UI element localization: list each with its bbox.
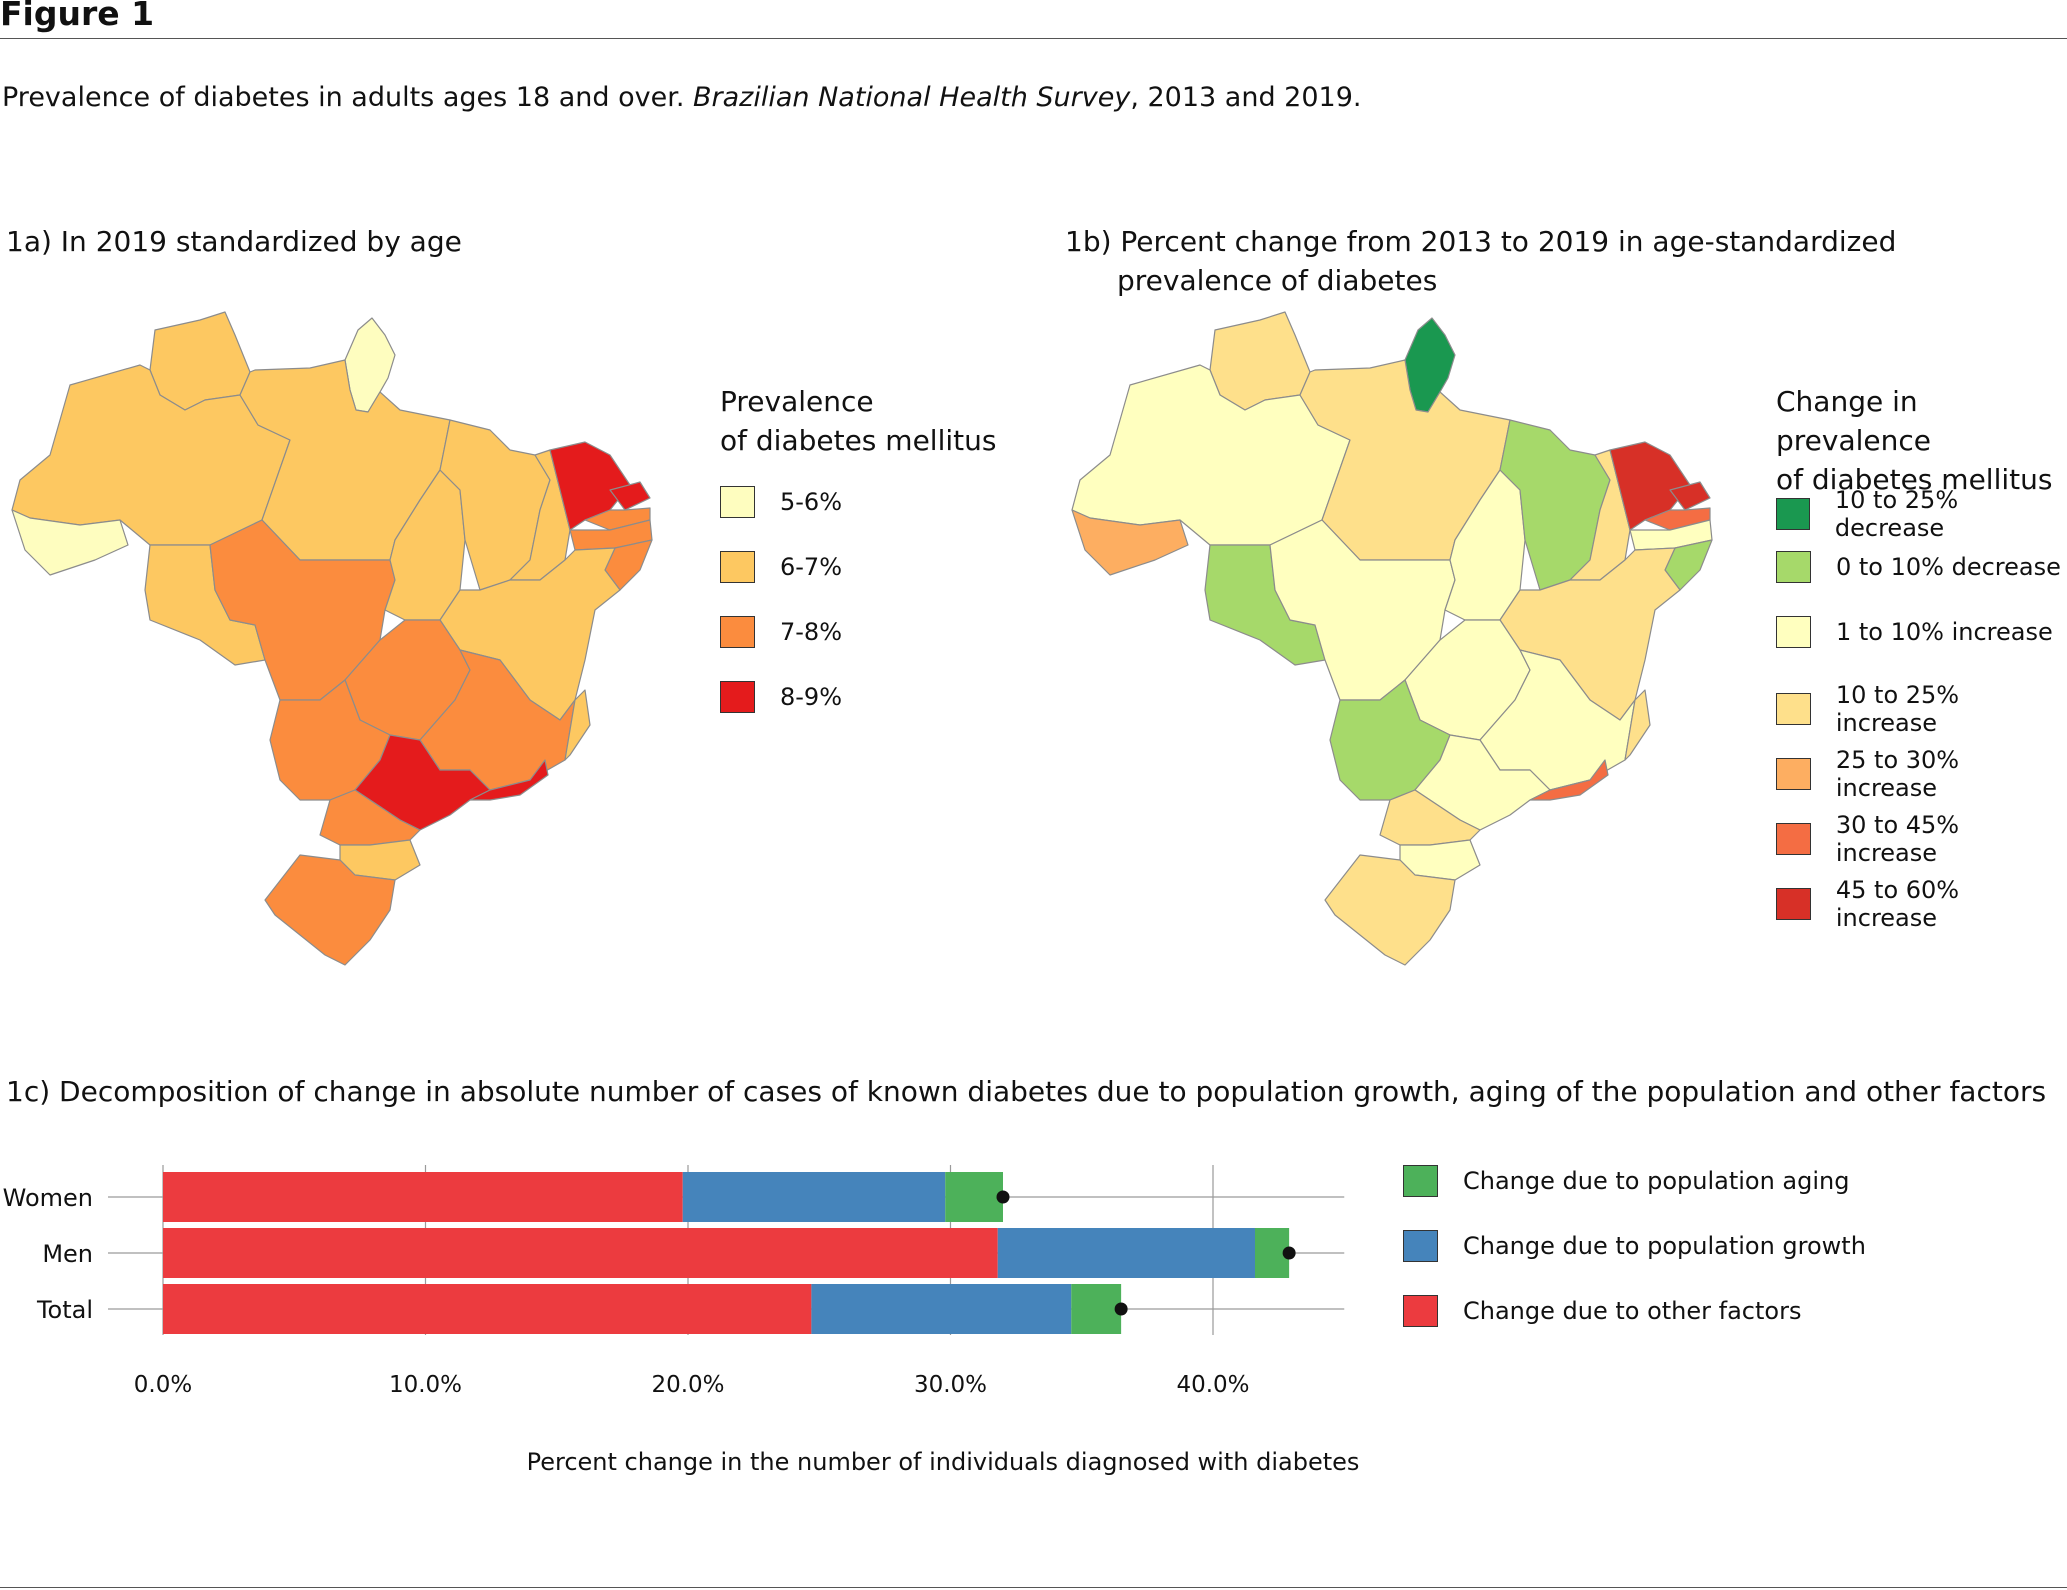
decomposition-bar-chart: Women Men Total 0.0% 10.0% 20.0% 30.0% 40.0% P… [3, 1165, 1360, 1476]
chart-x-tick-label: 20.0% [651, 1372, 724, 1398]
panel-a-title: 1a) In 2019 standardized by age [6, 225, 462, 258]
panel-a-legend-label: 8-9% [780, 683, 843, 711]
state-espirito-santo [564, 689, 591, 761]
state-rio-grande-do-norte [609, 481, 651, 511]
chart-x-tick-labels: 0.0% 10.0% 20.0% 30.0% 40.0% [134, 1372, 1250, 1398]
state-rio-de-janeiro [469, 759, 549, 801]
chart-total-marker [1114, 1302, 1128, 1316]
chart-bars [163, 1172, 1290, 1334]
state-espirito-santo [1624, 689, 1651, 761]
panel-b-legend-item: 30 to 45% increase [1776, 811, 2067, 867]
panel-b-legend-swatch [1776, 758, 1811, 790]
figure-caption: Prevalence of diabetes in adults ages 18… [2, 82, 1361, 113]
state-rio-de-janeiro [1529, 759, 1609, 801]
chart-total-markers [996, 1190, 1296, 1316]
chart-x-tick-label: 40.0% [1176, 1372, 1249, 1398]
panel-b-legend-label: 25 to 30% increase [1835, 746, 1960, 802]
panel-a-legend-item: 6-7% [720, 551, 842, 583]
panel-b-title: 1b) Percent change from 2013 to 2019 in … [1065, 222, 1896, 300]
map-2019-prevalence [11, 311, 653, 966]
state-rio-grande-do-sul [264, 854, 396, 966]
panel-b-legend-item: 10 to 25% decrease [1776, 486, 2067, 542]
chart-total-marker [1282, 1246, 1296, 1260]
chart-bar-segment [997, 1228, 1255, 1278]
panel-c-legend-item: Change due to population aging [1403, 1165, 1849, 1197]
panel-a-legend-title-line2: of diabetes mellitus [720, 424, 997, 457]
panel-c-legend-label: Change due to population growth [1463, 1232, 1866, 1260]
chart-bar-segment [682, 1172, 946, 1222]
chart-bar-segment [163, 1172, 683, 1222]
panel-b-legend-swatch [1776, 551, 1811, 583]
panel-b-legend-swatch [1776, 823, 1811, 855]
panel-b-legend-title: Change in prevalence of diabetes mellitu… [1776, 382, 2067, 499]
panel-c-legend-label: Change due to population aging [1463, 1167, 1850, 1195]
top-divider [0, 38, 2067, 39]
panel-b-title-line1: 1b) Percent change from 2013 to 2019 in … [1065, 225, 1897, 258]
chart-x-axis-label: Percent change in the number of individu… [527, 1448, 1360, 1476]
state-parana [1379, 789, 1481, 846]
caption-years: , 2013 and 2019. [1130, 82, 1362, 113]
state-rio-grande-do-sul [1324, 854, 1456, 966]
chart-x-tick-label: 30.0% [914, 1372, 987, 1398]
state-acre [1071, 509, 1189, 576]
panel-b-legend-swatch [1776, 888, 1811, 920]
panel-c-legend-item: Change due to population growth [1403, 1230, 1866, 1262]
panel-c-legend-swatch [1403, 1230, 1438, 1262]
panel-b-legend-label: 0 to 10% decrease [1836, 553, 2061, 581]
chart-category-label: Total [36, 1296, 93, 1324]
figure-title: Figure 1 [0, 0, 155, 33]
panel-c-legend-swatch [1403, 1295, 1438, 1327]
chart-category-label: Women [3, 1184, 93, 1212]
chart-bar-segment [945, 1172, 1003, 1222]
panel-c-legend-label: Change due to other factors [1463, 1297, 1802, 1325]
chart-bar-segment [163, 1228, 998, 1278]
panel-b-legend-item: 10 to 25% increase [1776, 681, 2067, 737]
chart-bar-segment [811, 1284, 1072, 1334]
state-rio-grande-do-norte [1669, 481, 1711, 511]
bottom-divider [0, 1587, 2067, 1588]
panel-b-legend-label: 1 to 10% increase [1836, 618, 2053, 646]
panel-a-legend-title-line1: Prevalence [720, 385, 874, 418]
chart-x-tick-label: 0.0% [134, 1372, 192, 1398]
panel-a-legend-item: 5-6% [720, 486, 842, 518]
panel-b-legend-label: 10 to 25% increase [1835, 681, 1960, 737]
panel-b-legend-swatch [1776, 616, 1811, 648]
panel-c-legend-item: Change due to other factors [1403, 1295, 1801, 1327]
panel-a-legend-label: 7-8% [780, 618, 843, 646]
panel-a-legend-label: 6-7% [780, 553, 843, 581]
panel-c-legend-swatch [1403, 1165, 1438, 1197]
caption-survey-name: Brazilian National Health Survey [693, 82, 1131, 113]
chart-category-labels: Women Men Total [3, 1184, 93, 1324]
state-parana [319, 789, 421, 846]
state-acre [11, 509, 129, 576]
panel-a-legend-swatch [720, 616, 755, 648]
chart-bar-segment [1071, 1284, 1122, 1334]
panel-b-legend-label: 10 to 25% decrease [1834, 486, 1959, 542]
panel-b-legend-item: 25 to 30% increase [1776, 746, 2067, 802]
chart-x-tick-label: 10.0% [389, 1372, 462, 1398]
panel-b-title-line2: prevalence of diabetes [1117, 264, 1438, 297]
panel-a-legend-swatch [720, 551, 755, 583]
panel-a-legend-label: 5-6% [780, 488, 843, 516]
chart-total-marker [996, 1190, 1010, 1204]
panel-b-legend-swatch [1776, 498, 1810, 530]
panel-b-legend-label: 30 to 45% increase [1835, 811, 1960, 867]
map-prevalence-change [1071, 311, 1713, 966]
panel-c-title: 1c) Decomposition of change in absolute … [6, 1075, 2047, 1108]
panel-a-legend-swatch [720, 681, 755, 713]
caption-text: Prevalence of diabetes in adults ages 18… [2, 82, 693, 113]
panel-a-legend-swatch [720, 486, 755, 518]
panel-b-legend-item: 0 to 10% decrease [1776, 551, 2061, 583]
panel-b-legend-item: 1 to 10% increase [1776, 616, 2053, 648]
panel-a-legend-title: Prevalence of diabetes mellitus [720, 382, 996, 460]
panel-b-legend-item: 45 to 60% increase [1776, 876, 2067, 932]
panel-a-legend-item: 8-9% [720, 681, 842, 713]
panel-b-legend-title-line2: of diabetes mellitus [1776, 463, 2053, 496]
panel-b-legend-swatch [1776, 693, 1811, 725]
panel-a-legend-item: 7-8% [720, 616, 842, 648]
chart-bar-segment [163, 1284, 812, 1334]
panel-b-legend-title-line1: Change in prevalence [1776, 385, 1931, 457]
chart-category-label: Men [42, 1240, 93, 1268]
panel-b-legend-label: 45 to 60% increase [1835, 876, 1960, 932]
